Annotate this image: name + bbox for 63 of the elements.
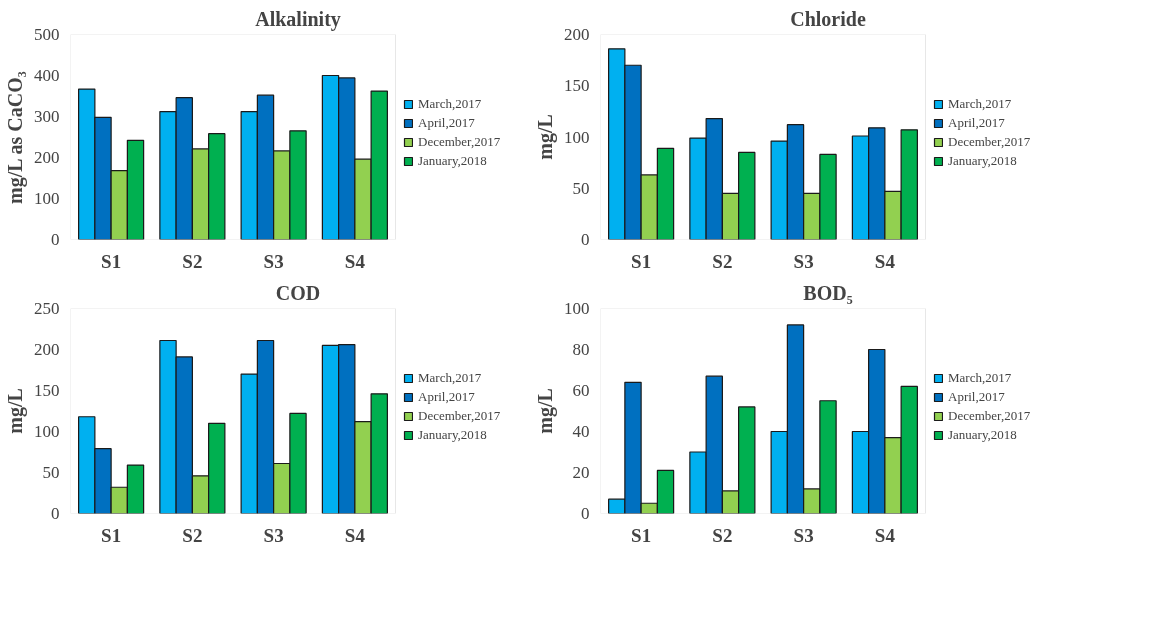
legend-label: December,2017 xyxy=(418,134,501,150)
y-tick-label: 100 xyxy=(564,299,590,318)
legend-label: January,2018 xyxy=(418,427,487,443)
legend-label: December,2017 xyxy=(418,408,501,424)
chart-title: BOD₅ xyxy=(803,281,853,304)
chart-title: Alkalinity xyxy=(255,7,341,31)
y-tick-label: 500 xyxy=(34,25,60,44)
y-tick-label: 100 xyxy=(34,422,60,441)
legend-label: January,2018 xyxy=(948,427,1017,443)
y-tick-label: 100 xyxy=(564,127,590,147)
x-tick-label: S2 xyxy=(712,524,733,546)
x-tick-label: S4 xyxy=(874,250,896,272)
y-axis-title: mg/L xyxy=(4,388,27,434)
y-axis-title: mg/L xyxy=(534,114,557,160)
y-tick-label: 400 xyxy=(34,66,60,85)
y-tick-label: 40 xyxy=(572,422,590,441)
legend-label: March,2017 xyxy=(948,96,1012,112)
legend-label: March,2017 xyxy=(948,370,1012,386)
y-tick-label: 150 xyxy=(564,76,590,96)
y-tick-label: 20 xyxy=(572,463,590,482)
x-tick-label: S4 xyxy=(344,524,366,546)
y-tick-label: 0 xyxy=(51,504,60,523)
y-tick-label: 100 xyxy=(34,189,60,208)
legend-label: April,2017 xyxy=(948,389,1005,405)
y-tick-label: 200 xyxy=(34,340,60,359)
x-tick-label: S3 xyxy=(793,250,814,272)
legend-label: April,2017 xyxy=(948,115,1005,131)
chart-title: Chloride xyxy=(790,7,866,30)
x-tick-label: S3 xyxy=(263,524,284,546)
y-tick-label: 0 xyxy=(581,504,590,523)
x-tick-label: S2 xyxy=(712,250,733,272)
legend-label: January,2018 xyxy=(948,153,1017,169)
y-tick-label: 200 xyxy=(564,25,590,44)
y-tick-label: 50 xyxy=(572,178,590,198)
y-axis-title: mg/L as CaCO₃ xyxy=(4,71,27,204)
y-tick-label: 50 xyxy=(42,463,60,482)
y-axis-title: mg/L xyxy=(534,388,557,434)
y-tick-label: 80 xyxy=(572,340,590,359)
legend-label: March,2017 xyxy=(418,370,482,386)
y-tick-label: 0 xyxy=(51,230,60,249)
legend-label: December,2017 xyxy=(948,134,1031,150)
y-tick-label: 300 xyxy=(34,107,60,126)
y-tick-label: 150 xyxy=(34,381,60,400)
legend-label: December,2017 xyxy=(948,408,1031,424)
legend-label: January,2018 xyxy=(418,153,487,169)
y-tick-label: 60 xyxy=(572,381,590,400)
x-tick-label: S4 xyxy=(344,250,366,272)
x-tick-label: S3 xyxy=(793,524,814,546)
y-tick-label: 0 xyxy=(581,230,590,249)
x-tick-label: S1 xyxy=(101,250,122,272)
legend-label: April,2017 xyxy=(418,389,475,405)
x-tick-label: S1 xyxy=(631,250,652,272)
y-tick-label: 200 xyxy=(34,148,60,167)
legend-label: April,2017 xyxy=(418,115,475,131)
chart-title: COD xyxy=(275,281,321,304)
x-tick-label: S2 xyxy=(182,250,203,272)
x-tick-label: S4 xyxy=(874,524,896,546)
x-tick-label: S1 xyxy=(101,524,122,546)
y-tick-label: 250 xyxy=(34,299,60,318)
x-tick-label: S2 xyxy=(182,524,203,546)
x-tick-label: S3 xyxy=(263,250,284,272)
legend-label: March,2017 xyxy=(418,96,482,112)
x-tick-label: S1 xyxy=(631,524,652,546)
